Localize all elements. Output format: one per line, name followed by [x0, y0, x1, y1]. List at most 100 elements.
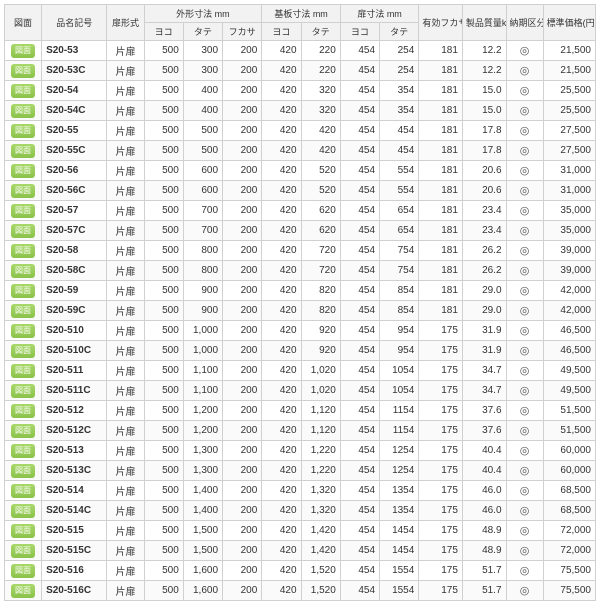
drawing-button[interactable]: 図面: [11, 224, 35, 238]
drawing-button[interactable]: 図面: [11, 184, 35, 198]
table-row: 図面S20-53C片扉50030020042022045425418112.2◎…: [5, 61, 596, 81]
base-tate: 720: [301, 241, 340, 261]
drawing-button[interactable]: 図面: [11, 124, 35, 138]
base-yoko: 420: [262, 201, 301, 221]
delivery-cell: ◎: [506, 501, 543, 521]
outer-yoko: 500: [144, 81, 183, 101]
base-yoko: 420: [262, 401, 301, 421]
delivery-cell: ◎: [506, 441, 543, 461]
outer-fukasa: 200: [223, 561, 262, 581]
drawing-button[interactable]: 図面: [11, 424, 35, 438]
door-yoko: 454: [340, 101, 379, 121]
hdr-outer-tate: タテ: [183, 23, 222, 41]
outer-yoko: 500: [144, 321, 183, 341]
door-yoko: 454: [340, 241, 379, 261]
effective-cell: 181: [419, 61, 463, 81]
hdr-name: 品名記号: [42, 5, 107, 41]
outer-yoko: 500: [144, 561, 183, 581]
base-yoko: 420: [262, 561, 301, 581]
outer-yoko: 500: [144, 101, 183, 121]
drawing-button[interactable]: 図面: [11, 444, 35, 458]
drawing-button[interactable]: 図面: [11, 284, 35, 298]
hdr-outer-yoko: ヨコ: [144, 23, 183, 41]
drawing-button[interactable]: 図面: [11, 344, 35, 358]
weight-cell: 23.4: [462, 221, 506, 241]
delivery-cell: ◎: [506, 261, 543, 281]
drawing-button[interactable]: 図面: [11, 144, 35, 158]
base-yoko: 420: [262, 101, 301, 121]
drawing-button[interactable]: 図面: [11, 504, 35, 518]
drawing-button[interactable]: 図面: [11, 584, 35, 598]
outer-tate: 800: [183, 241, 222, 261]
drawing-cell: 図面: [5, 281, 42, 301]
base-yoko: 420: [262, 41, 301, 61]
drawing-button[interactable]: 図面: [11, 484, 35, 498]
price-cell: 25,500: [543, 101, 595, 121]
door-tate: 954: [380, 321, 419, 341]
drawing-button[interactable]: 図面: [11, 304, 35, 318]
name-cell: S20-511C: [42, 381, 107, 401]
weight-cell: 26.2: [462, 261, 506, 281]
base-tate: 620: [301, 201, 340, 221]
outer-tate: 500: [183, 121, 222, 141]
drawing-button[interactable]: 図面: [11, 564, 35, 578]
drawing-button[interactable]: 図面: [11, 64, 35, 78]
base-yoko: 420: [262, 121, 301, 141]
outer-tate: 1,400: [183, 481, 222, 501]
drawing-button[interactable]: 図面: [11, 44, 35, 58]
base-tate: 1,220: [301, 441, 340, 461]
drawing-button[interactable]: 図面: [11, 364, 35, 378]
effective-cell: 181: [419, 301, 463, 321]
drawing-button[interactable]: 図面: [11, 324, 35, 338]
base-yoko: 420: [262, 481, 301, 501]
base-yoko: 420: [262, 161, 301, 181]
hdr-doordim: 扉寸法 mm: [340, 5, 419, 23]
drawing-button[interactable]: 図面: [11, 104, 35, 118]
outer-tate: 1,100: [183, 381, 222, 401]
drawing-button[interactable]: 図面: [11, 524, 35, 538]
name-cell: S20-55: [42, 121, 107, 141]
door-tate: 654: [380, 221, 419, 241]
delivery-cell: ◎: [506, 481, 543, 501]
door-tate: 1454: [380, 541, 419, 561]
drawing-button[interactable]: 図面: [11, 204, 35, 218]
drawing-button[interactable]: 図面: [11, 404, 35, 418]
outer-yoko: 500: [144, 361, 183, 381]
effective-cell: 181: [419, 161, 463, 181]
effective-cell: 175: [419, 441, 463, 461]
outer-yoko: 500: [144, 501, 183, 521]
delivery-cell: ◎: [506, 201, 543, 221]
weight-cell: 48.9: [462, 541, 506, 561]
door-tate: 854: [380, 301, 419, 321]
drawing-button[interactable]: 図面: [11, 264, 35, 278]
base-tate: 1,420: [301, 521, 340, 541]
hdr-base-yoko: ヨコ: [262, 23, 301, 41]
hdr-base-tate: タテ: [301, 23, 340, 41]
outer-yoko: 500: [144, 161, 183, 181]
delivery-cell: ◎: [506, 301, 543, 321]
weight-cell: 34.7: [462, 381, 506, 401]
drawing-button[interactable]: 図面: [11, 464, 35, 478]
hdr-base: 基板寸法 mm: [262, 5, 341, 23]
outer-yoko: 500: [144, 301, 183, 321]
drawing-cell: 図面: [5, 261, 42, 281]
base-tate: 220: [301, 61, 340, 81]
drawing-button[interactable]: 図面: [11, 544, 35, 558]
delivery-cell: ◎: [506, 181, 543, 201]
effective-cell: 175: [419, 561, 463, 581]
drawing-button[interactable]: 図面: [11, 244, 35, 258]
effective-cell: 181: [419, 141, 463, 161]
drawing-button[interactable]: 図面: [11, 84, 35, 98]
weight-cell: 23.4: [462, 201, 506, 221]
table-row: 図面S20-515C片扉5001,5002004201,420454145417…: [5, 541, 596, 561]
name-cell: S20-58: [42, 241, 107, 261]
weight-cell: 46.0: [462, 501, 506, 521]
weight-cell: 29.0: [462, 281, 506, 301]
door-tate: 1354: [380, 481, 419, 501]
drawing-button[interactable]: 図面: [11, 164, 35, 178]
outer-yoko: 500: [144, 61, 183, 81]
door-yoko: 454: [340, 581, 379, 601]
drawing-cell: 図面: [5, 401, 42, 421]
outer-tate: 300: [183, 41, 222, 61]
drawing-button[interactable]: 図面: [11, 384, 35, 398]
